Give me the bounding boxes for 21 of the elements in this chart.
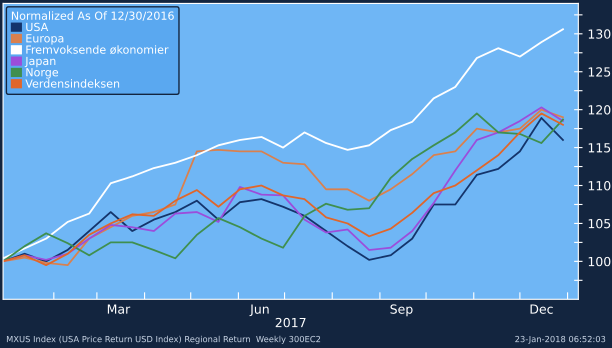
y-tick-label: 115 <box>588 143 610 153</box>
x-tick-label: Jun <box>250 304 269 316</box>
x-tick-label: Sep <box>390 304 413 316</box>
text: MXUS Index (USA Price Return USD Index) Regional Return Weekly 300EC2 <box>6 336 320 344</box>
y-tick-label: 105 <box>588 218 610 228</box>
x-tick-label: Mar <box>108 304 130 314</box>
legend-title: Normalized As Of 12/30/2016 <box>12 11 174 21</box>
legend-label: Fremvoksende økonomier <box>26 45 169 54</box>
legend-label: Japan <box>24 56 56 68</box>
legend-label: Verdensindeksen <box>25 79 120 88</box>
x-tick-label: Dec <box>530 304 553 314</box>
y-tick-label: 100 <box>588 256 610 266</box>
text: 23-Jan-2018 06:52:03 <box>515 336 606 344</box>
legend-label: Norge <box>26 68 58 79</box>
x-axis-title: 2017 <box>276 318 306 328</box>
y-tick-label: 130 <box>588 29 610 39</box>
y-tick-label: 125 <box>588 67 610 77</box>
legend-label: USA <box>26 22 48 32</box>
legend-label: Europa <box>26 34 64 45</box>
y-tick-label: 110 <box>588 180 610 190</box>
y-tick-label: 120 <box>588 105 610 115</box>
